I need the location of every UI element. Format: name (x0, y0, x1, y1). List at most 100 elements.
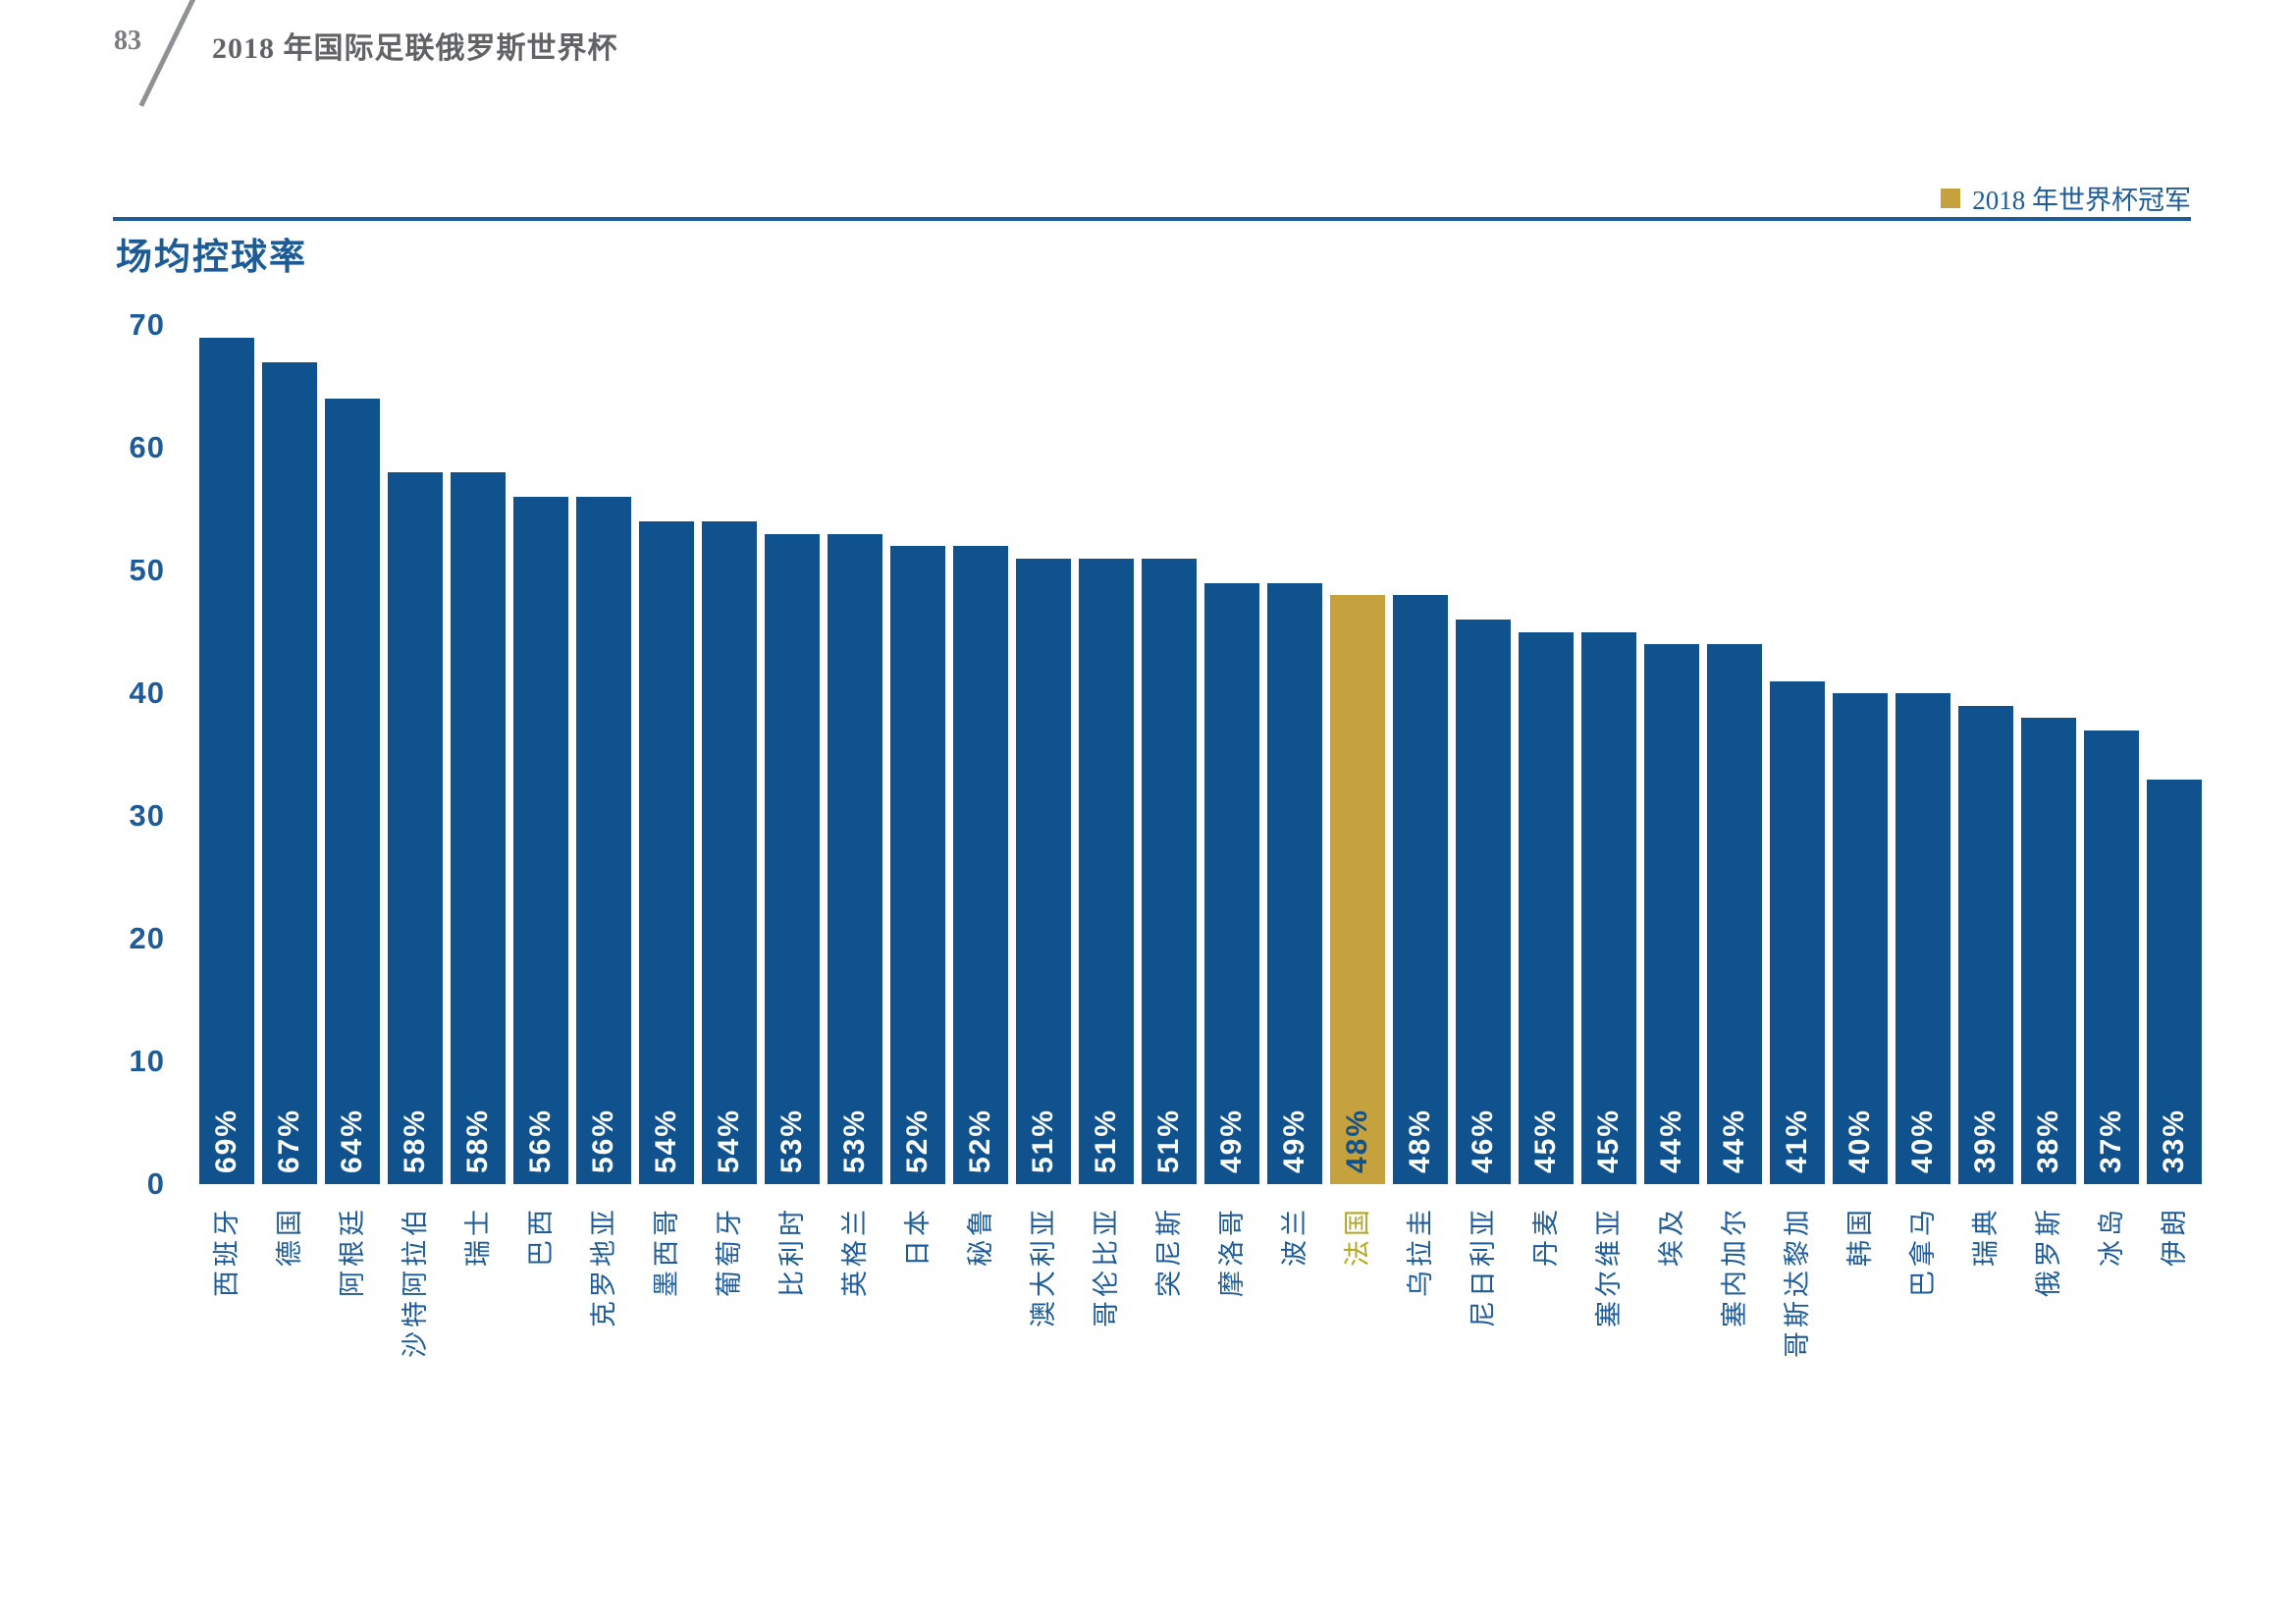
x-category-label: 哥伦比亚 (1091, 1206, 1121, 1327)
bar-value-label: 53% (775, 1108, 808, 1173)
bar-value-label: 48% (1341, 1108, 1373, 1173)
legend-champion-swatch-icon (1941, 188, 1961, 208)
bar: 48% (1393, 595, 1448, 1184)
x-category-label: 阿根廷 (337, 1206, 367, 1297)
bar-value-label: 46% (1467, 1108, 1499, 1173)
x-category-label: 丹麦 (1530, 1206, 1561, 1267)
y-tick-label: 40 (129, 676, 165, 710)
bar: 54% (702, 521, 757, 1184)
y-tick-label: 30 (129, 798, 165, 833)
bar-value-label: 45% (1529, 1108, 1562, 1173)
bar: 39% (1958, 705, 2013, 1184)
x-label-slot: 沙特阿拉伯 (388, 1206, 443, 1358)
x-category-label: 秘鲁 (965, 1206, 995, 1267)
x-label-slot: 哥伦比亚 (1079, 1206, 1134, 1327)
x-category-label: 哥斯达黎加 (1782, 1206, 1812, 1358)
bar-value-label: 44% (1718, 1108, 1750, 1173)
bar: 38% (2021, 718, 2076, 1184)
bar-value-label: 54% (650, 1108, 682, 1173)
bar: 51% (1079, 558, 1134, 1184)
bar: 37% (2084, 730, 2139, 1184)
y-tick-label: 50 (129, 553, 165, 587)
x-category-label: 乌拉圭 (1405, 1206, 1435, 1297)
bar-value-label: 64% (336, 1108, 368, 1173)
x-category-label: 沙特阿拉伯 (400, 1206, 430, 1358)
bar: 58% (388, 472, 443, 1184)
legend-champion-label: 2018 年世界杯冠军 (1972, 186, 2191, 215)
x-category-label: 尼日利亚 (1468, 1206, 1498, 1327)
page-number: 83 (114, 26, 141, 56)
bar-value-label: 56% (524, 1108, 557, 1173)
bar: 40% (1833, 693, 1888, 1184)
x-category-label: 俄罗斯 (2033, 1206, 2063, 1297)
x-category-label: 伊朗 (2159, 1206, 2189, 1267)
x-label-slot: 波兰 (1267, 1206, 1322, 1267)
bar-value-label: 44% (1655, 1108, 1687, 1173)
x-label-slot: 哥斯达黎加 (1770, 1206, 1825, 1358)
header-rule-divider (113, 217, 2191, 221)
x-category-label: 巴拿马 (1907, 1206, 1938, 1297)
bar-value-label: 53% (838, 1108, 871, 1173)
bar-value-label: 58% (399, 1108, 431, 1173)
bar: 40% (1896, 693, 1950, 1184)
header-title: 2018 年国际足联俄罗斯世界杯 (212, 32, 618, 65)
x-label-slot: 突尼斯 (1142, 1206, 1197, 1297)
bar-champion: 48% (1330, 595, 1385, 1184)
x-label-slot: 英格兰 (828, 1206, 882, 1297)
x-label-slot: 韩国 (1833, 1206, 1888, 1267)
bar: 51% (1016, 558, 1071, 1184)
bar: 51% (1142, 558, 1197, 1184)
bar-value-label: 51% (1152, 1108, 1185, 1173)
x-category-label: 韩国 (1844, 1206, 1875, 1267)
bar: 52% (953, 546, 1008, 1184)
bar: 46% (1456, 620, 1511, 1184)
bar: 33% (2147, 779, 2202, 1184)
bar: 45% (1581, 631, 1636, 1184)
bar: 69% (199, 337, 254, 1184)
x-category-label: 瑞典 (1970, 1206, 2001, 1267)
bar: 53% (765, 533, 820, 1184)
bar: 49% (1267, 582, 1322, 1184)
x-category-label: 埃及 (1656, 1206, 1686, 1267)
bar-value-label: 54% (713, 1108, 745, 1173)
bar: 44% (1644, 644, 1699, 1184)
x-label-slot: 德国 (262, 1206, 317, 1267)
x-label-slot: 乌拉圭 (1393, 1206, 1448, 1297)
x-category-label: 英格兰 (839, 1206, 870, 1297)
x-label-slot: 克罗地亚 (576, 1206, 631, 1327)
x-category-label: 葡萄牙 (714, 1206, 744, 1297)
bar-value-label: 58% (461, 1108, 494, 1173)
bar-value-label: 67% (273, 1108, 305, 1173)
bar-value-label: 33% (2158, 1108, 2190, 1173)
x-axis-labels: 西班牙 德国 阿根廷 沙特阿拉伯 瑞士 巴西 克罗地亚 墨西哥 葡萄牙 比利时 英格兰 日本 秘鲁 澳大利… (199, 1206, 2202, 1358)
y-tick-label: 0 (146, 1166, 165, 1201)
bar-value-label: 48% (1404, 1108, 1436, 1173)
bar-value-label: 52% (901, 1108, 934, 1173)
x-label-slot: 秘鲁 (953, 1206, 1008, 1267)
x-label-slot: 丹麦 (1519, 1206, 1574, 1267)
y-tick-label: 70 (129, 307, 165, 342)
x-category-label: 西班牙 (211, 1206, 241, 1297)
y-tick-label: 20 (129, 921, 165, 955)
chart-title: 场均控球率 (116, 238, 307, 278)
x-category-label: 塞尔维亚 (1593, 1206, 1624, 1327)
x-label-slot: 日本 (890, 1206, 945, 1267)
x-label-slot: 西班牙 (199, 1206, 254, 1297)
bar-value-label: 45% (1592, 1108, 1625, 1173)
bar: 56% (513, 497, 568, 1184)
bar-value-label: 49% (1278, 1108, 1310, 1173)
x-label-slot: 塞尔维亚 (1581, 1206, 1636, 1327)
bar: 45% (1519, 631, 1574, 1184)
chart-legend: 2018 年世界杯冠军 (1941, 179, 2191, 217)
x-label-slot: 伊朗 (2147, 1206, 2202, 1267)
bar: 56% (576, 497, 631, 1184)
bar-plot-area: 69% 67% 64% 58% 58% 56% 56% 54% 54% 53% 53% 52% 52% 5… (199, 325, 2202, 1184)
x-label-slot: 尼日利亚 (1456, 1206, 1511, 1327)
bar-value-label: 41% (1781, 1108, 1813, 1173)
bar: 44% (1707, 644, 1762, 1184)
bar-value-label: 56% (587, 1108, 619, 1173)
bar-value-label: 40% (1843, 1108, 1876, 1173)
x-label-slot: 俄罗斯 (2021, 1206, 2076, 1297)
x-category-label: 比利时 (776, 1206, 807, 1297)
bar: 58% (451, 472, 506, 1184)
